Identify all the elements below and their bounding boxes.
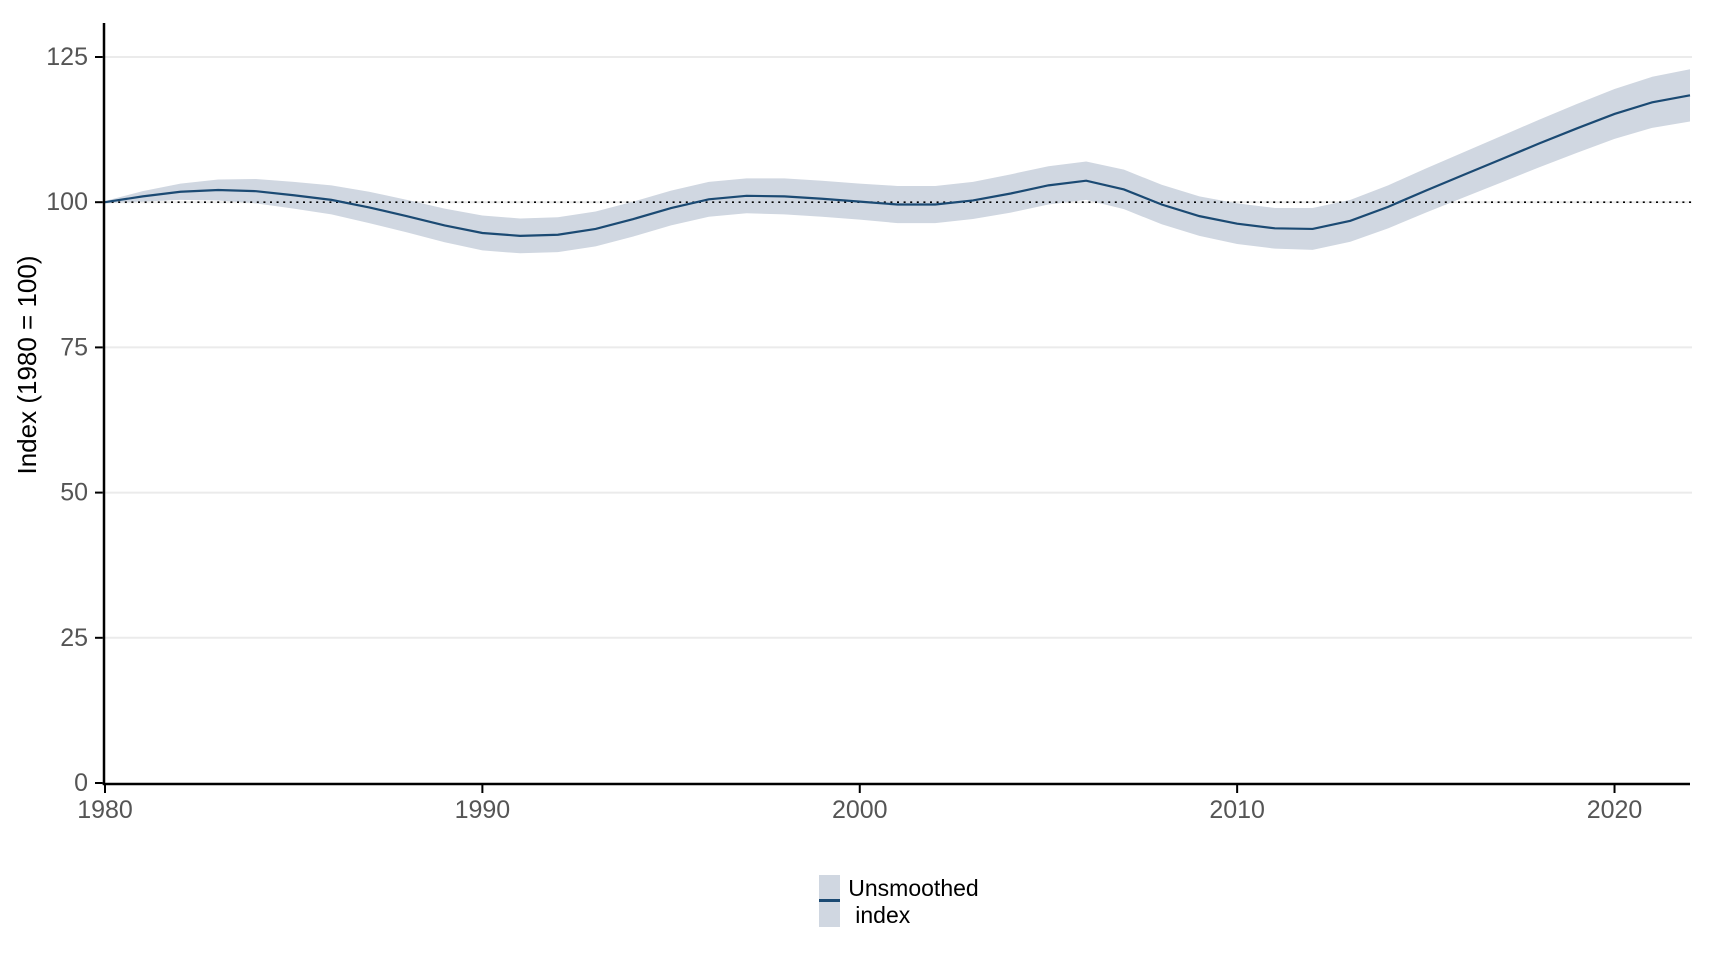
gridlines <box>103 56 1692 639</box>
chart-figure: 0 25 50 75 100 125 1980 1990 2000 2010 2020 Index … <box>12 23 1718 929</box>
y-tick-label-125: 125 <box>46 43 88 71</box>
legend: Unsmoothed index <box>40 875 1718 929</box>
index-line-path <box>104 94 1691 237</box>
tick-labels: 0 25 50 75 100 125 1980 1990 2000 2010 2020 <box>46 43 1642 824</box>
y-tick-label-75: 75 <box>60 333 88 361</box>
line-chart: 0 25 50 75 100 125 1980 1990 2000 2010 2020 Index … <box>12 23 1692 824</box>
y-tick-label-100: 100 <box>46 188 88 216</box>
y-axis-title: Index (1980 = 100) <box>12 256 42 475</box>
legend-label-line2: index <box>855 902 911 928</box>
x-tick-label-2020: 2020 <box>1587 796 1643 824</box>
confidence-band <box>105 69 1690 254</box>
y-tick-label-50: 50 <box>60 479 88 507</box>
y-tick-label-0: 0 <box>74 769 88 797</box>
x-tick-label-1990: 1990 <box>455 796 511 824</box>
legend-label-line1: Unsmoothed <box>848 875 979 901</box>
x-tick-label-1980: 1980 <box>77 796 133 824</box>
confidence-band-area <box>105 69 1690 254</box>
legend-line-swatch <box>819 899 841 902</box>
axes <box>95 23 1690 793</box>
x-tick-label-2010: 2010 <box>1209 796 1265 824</box>
legend-label: Unsmoothed index <box>848 875 978 929</box>
y-tick-label-25: 25 <box>60 624 88 652</box>
index-line <box>104 94 1691 237</box>
legend-ribbon-swatch <box>819 875 841 927</box>
x-tick-label-2000: 2000 <box>832 796 888 824</box>
